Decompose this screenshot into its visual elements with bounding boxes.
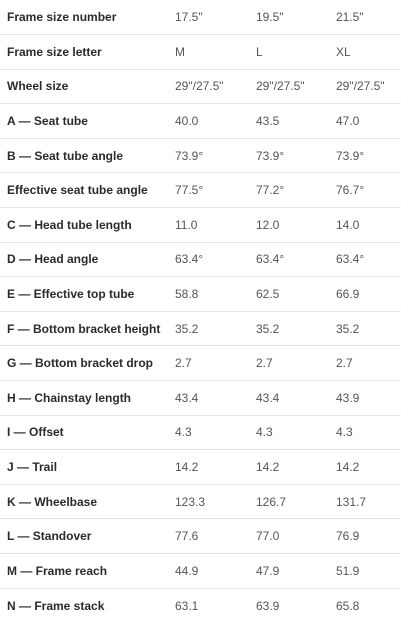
size-value: 76.7° xyxy=(329,172,401,208)
row-label: J — Trail xyxy=(0,449,168,485)
size-value: 65.8 xyxy=(329,587,401,623)
geometry-row: Effective seat tube angle 77.5° 77.2° 76.7° xyxy=(0,172,401,208)
size-value: 17.5" xyxy=(175,10,203,25)
size-value: 4.3 xyxy=(168,414,249,450)
geometry-row: F — Bottom bracket height 35.2 35.2 35.2 xyxy=(0,310,401,346)
row-label: C — Head tube length xyxy=(0,207,168,243)
size-value: 126.7 xyxy=(249,483,329,519)
geometry-row: G — Bottom bracket drop 2.7 2.7 2.7 xyxy=(0,345,401,381)
row-label: Frame size number xyxy=(7,10,117,25)
row-label: Wheel size xyxy=(0,68,168,104)
row-label: M — Frame reach xyxy=(0,553,168,589)
size-value: 63.9 xyxy=(249,587,329,623)
row-label: I — Offset xyxy=(0,414,168,450)
size-value: 58.8 xyxy=(168,276,249,312)
size-value: 43.5 xyxy=(249,103,329,139)
size-value: 47.9 xyxy=(249,553,329,589)
size-value: 40.0 xyxy=(168,103,249,139)
size-value: 43.9 xyxy=(329,380,401,416)
size-value: 76.9 xyxy=(329,518,401,554)
size-value: 77.5° xyxy=(168,172,249,208)
size-value: 43.4 xyxy=(249,380,329,416)
size-value: M xyxy=(168,34,249,70)
geometry-row: E — Effective top tube 58.8 62.5 66.9 xyxy=(0,276,401,312)
size-value: 131.7 xyxy=(329,483,401,519)
size-value: 29"/27.5" xyxy=(168,68,249,104)
size-value: 73.9° xyxy=(249,137,329,173)
row-label: E — Effective top tube xyxy=(0,276,168,312)
size-value: 35.2 xyxy=(168,310,249,346)
size-value: 73.9° xyxy=(168,137,249,173)
size-value: 2.7 xyxy=(329,345,401,381)
geometry-row: Frame size letter M L XL xyxy=(0,34,401,70)
size-value: 123.3 xyxy=(168,483,249,519)
size-value: 63.1 xyxy=(168,587,249,623)
size-value: 35.2 xyxy=(249,310,329,346)
row-label: A — Seat tube xyxy=(0,103,168,139)
geometry-row: D — Head angle 63.4° 63.4° 63.4° xyxy=(0,241,401,277)
size-value: 4.3 xyxy=(329,414,401,450)
size-value: 66.9 xyxy=(329,276,401,312)
size-value: 14.0 xyxy=(329,207,401,243)
size-value: 2.7 xyxy=(168,345,249,381)
size-value: 63.4° xyxy=(168,241,249,277)
size-value: L xyxy=(249,34,329,70)
row-label: K — Wheelbase xyxy=(0,483,168,519)
row-label: F — Bottom bracket height xyxy=(0,310,168,346)
geometry-row: M — Frame reach 44.9 47.9 51.9 xyxy=(0,553,401,589)
size-value: 63.4° xyxy=(329,241,401,277)
size-value: 11.0 xyxy=(168,207,249,243)
size-value: 77.2° xyxy=(249,172,329,208)
size-value: 47.0 xyxy=(329,103,401,139)
geometry-row: L — Standover 77.6 77.0 76.9 xyxy=(0,518,401,554)
size-value: 77.6 xyxy=(168,518,249,554)
geometry-row: A — Seat tube 40.0 43.5 47.0 xyxy=(0,103,401,139)
size-value: 12.0 xyxy=(249,207,329,243)
size-value: 14.2 xyxy=(329,449,401,485)
size-value: 21.5" xyxy=(336,10,364,25)
size-value: 29"/27.5" xyxy=(329,68,401,104)
geometry-row: I — Offset 4.3 4.3 4.3 xyxy=(0,414,401,450)
geometry-row: B — Seat tube angle 73.9° 73.9° 73.9° xyxy=(0,137,401,173)
size-value: 2.7 xyxy=(249,345,329,381)
size-value: 19.5" xyxy=(256,10,284,25)
geometry-row: J — Trail 14.2 14.2 14.2 xyxy=(0,449,401,485)
size-value: 4.3 xyxy=(249,414,329,450)
size-value: 29"/27.5" xyxy=(249,68,329,104)
size-value: 43.4 xyxy=(168,380,249,416)
row-label: N — Frame stack xyxy=(0,587,168,623)
row-label: B — Seat tube angle xyxy=(0,137,168,173)
size-value: 63.4° xyxy=(249,241,329,277)
geometry-row: K — Wheelbase 123.3 126.7 131.7 xyxy=(0,483,401,519)
size-value: 14.2 xyxy=(168,449,249,485)
row-label: H — Chainstay length xyxy=(0,380,168,416)
geometry-row: N — Frame stack 63.1 63.9 65.8 xyxy=(0,587,401,623)
row-label: G — Bottom bracket drop xyxy=(0,345,168,381)
size-value: 35.2 xyxy=(329,310,401,346)
geometry-row: Wheel size 29"/27.5" 29"/27.5" 29"/27.5" xyxy=(0,68,401,104)
row-label: D — Head angle xyxy=(0,241,168,277)
geometry-row: H — Chainstay length 43.4 43.4 43.9 xyxy=(0,380,401,416)
row-label: L — Standover xyxy=(0,518,168,554)
size-value: 51.9 xyxy=(329,553,401,589)
size-value: 77.0 xyxy=(249,518,329,554)
row-label: Effective seat tube angle xyxy=(0,172,168,208)
size-value: 14.2 xyxy=(249,449,329,485)
size-value: 73.9° xyxy=(329,137,401,173)
geometry-row: Frame size number 17.5" 19.5" 21.5" xyxy=(0,0,401,35)
row-label: Frame size letter xyxy=(0,34,168,70)
size-value: XL xyxy=(329,34,401,70)
size-value: 62.5 xyxy=(249,276,329,312)
size-value: 44.9 xyxy=(168,553,249,589)
geometry-row: C — Head tube length 11.0 12.0 14.0 xyxy=(0,207,401,243)
